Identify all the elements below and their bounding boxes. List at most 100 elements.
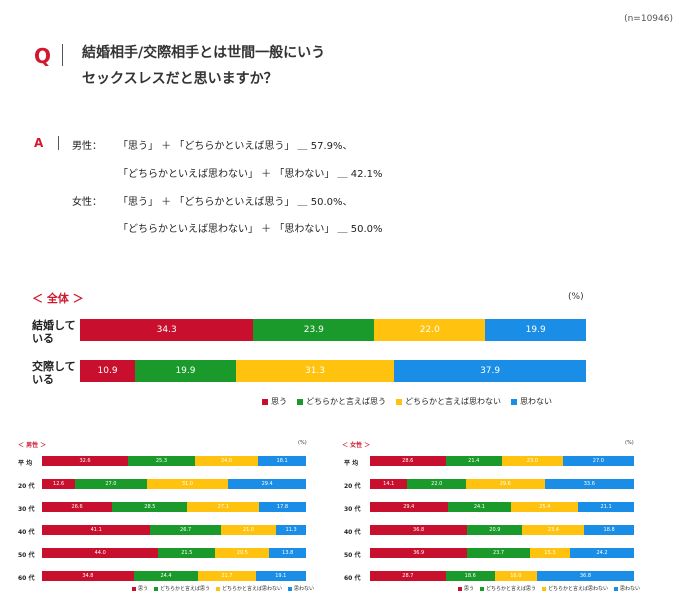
male-bar-segment: 13.8 bbox=[269, 548, 306, 558]
male-bar-segment: 11.3 bbox=[276, 525, 306, 535]
male-legend-label: 思わない bbox=[294, 586, 315, 592]
female-bar-segment: 18.8 bbox=[584, 525, 634, 535]
overall-legend-item: 思わない bbox=[511, 396, 552, 407]
male-chart-title: ＜ 男性 ＞ bbox=[18, 442, 47, 449]
male-legend-swatch bbox=[216, 586, 221, 591]
female-bar-segment: 23.7 bbox=[467, 548, 530, 558]
male-bar-segment: 21.5 bbox=[158, 548, 216, 558]
female-row-label: 20 代 bbox=[344, 483, 361, 490]
male-legend-item: 思わない bbox=[288, 585, 314, 592]
female-legend-label: どちらかと言えば思う bbox=[486, 586, 537, 592]
male-legend-item: どちらかと言えば思う bbox=[154, 585, 210, 592]
female-legend-item: 思う bbox=[458, 585, 474, 592]
male-legend-swatch bbox=[154, 586, 159, 591]
male-row-label: 30 代 bbox=[18, 506, 35, 513]
female-legend-label: 思う bbox=[464, 586, 475, 592]
female-label: 女性： bbox=[72, 197, 102, 208]
female-bar: 36.8 20.9 23.4 18.8 bbox=[370, 525, 634, 535]
male-bar-segment: 21.0 bbox=[220, 525, 277, 535]
female-bar-segment: 28.6 bbox=[370, 456, 446, 466]
female-bar-segment: 28.7 bbox=[370, 571, 446, 581]
male-bar-segment: 19.1 bbox=[255, 571, 306, 581]
question-mark: Q bbox=[34, 44, 52, 68]
female-row-label: 50 代 bbox=[344, 552, 361, 559]
male-bar-segment: 17.8 bbox=[258, 502, 306, 512]
female-bar-segment: 15.3 bbox=[529, 548, 571, 558]
female-legend-swatch bbox=[480, 586, 485, 591]
female-legend-swatch bbox=[542, 586, 547, 591]
female-row-label: 30 代 bbox=[344, 506, 361, 513]
overall-legend-swatch bbox=[396, 398, 402, 405]
male-bar: 26.6 28.5 27.1 17.8 bbox=[42, 502, 306, 512]
male-row-label: 40 代 bbox=[18, 529, 35, 536]
female-bar-segment: 29.6 bbox=[465, 479, 545, 489]
male-bar-segment: 28.5 bbox=[112, 502, 188, 512]
overall-legend-item: どちらかと言えば思う bbox=[297, 396, 386, 407]
female-legend-swatch bbox=[458, 586, 462, 591]
male-bar-segment: 27.0 bbox=[75, 479, 147, 489]
sample-size-label: (n=10946) bbox=[624, 14, 673, 24]
female-bar-segment: 36.9 bbox=[370, 548, 468, 558]
overall-legend-swatch bbox=[511, 398, 517, 405]
female-legend-item: 思わない bbox=[614, 585, 640, 592]
question-divider bbox=[62, 44, 63, 66]
overall-row-label-line: いる bbox=[32, 373, 54, 386]
answer-mark: A bbox=[34, 136, 44, 150]
male-label: 男性： bbox=[72, 141, 102, 152]
male-bar: 41.1 26.7 21.0 11.3 bbox=[42, 525, 306, 535]
female-chart-title: ＜ 女性 ＞ bbox=[342, 442, 371, 449]
female-bar: 29.4 24.1 25.4 21.1 bbox=[370, 502, 634, 512]
female-legend-label: どちらかと言えば思わない bbox=[548, 586, 609, 592]
male-legend-swatch bbox=[288, 586, 293, 591]
question-line-2: セックスレスだと思いますか？ bbox=[82, 71, 278, 87]
male-bar-segment: 24.0 bbox=[194, 456, 259, 466]
female-bar-segment: 23.0 bbox=[501, 456, 563, 466]
male-bar-segment: 24.4 bbox=[133, 571, 199, 581]
female-bar-segment: 33.6 bbox=[544, 479, 634, 489]
overall-chart-title: ＜ 全体 ＞ bbox=[32, 292, 84, 305]
male-bar: 34.8 24.4 21.7 19.1 bbox=[42, 571, 306, 581]
overall-chart-unit: (%) bbox=[568, 292, 584, 302]
female-bar-segment: 27.0 bbox=[562, 456, 634, 466]
female-bar: 28.6 21.4 23.0 27.0 bbox=[370, 456, 634, 466]
male-legend: 思う どちらかと言えば思う どちらかと言えば思わない 思わない bbox=[126, 585, 314, 592]
overall-legend-label: どちらかと言えば思う bbox=[306, 397, 386, 406]
male-row-label: 平 均 bbox=[18, 460, 33, 467]
male-legend-item: どちらかと言えば思わない bbox=[216, 585, 282, 592]
overall-bar-segment: 19.9 bbox=[135, 360, 236, 382]
male-row-label: 50 代 bbox=[18, 552, 35, 559]
female-answer-line-1: 「思う」 ＋ 「どちらかといえば思う」 ＿ 50.0%、 bbox=[118, 197, 353, 208]
male-bar-segment: 41.1 bbox=[42, 525, 151, 535]
female-bar-segment: 23.4 bbox=[522, 525, 585, 535]
male-bar-segment: 31.0 bbox=[146, 479, 229, 489]
overall-legend-label: 思う bbox=[271, 397, 287, 406]
overall-bar-segment: 31.3 bbox=[235, 360, 395, 382]
overall-row-label-line: 交際して bbox=[32, 360, 76, 373]
overall-legend-swatch bbox=[297, 398, 303, 405]
male-legend-swatch bbox=[132, 586, 136, 591]
female-bar-segment: 18.6 bbox=[445, 571, 495, 581]
male-bar-segment: 26.7 bbox=[150, 525, 221, 535]
overall-row-label: 交際して いる bbox=[32, 360, 76, 386]
overall-legend-label: どちらかと言えば思わない bbox=[405, 397, 501, 406]
overall-bar-segment: 10.9 bbox=[80, 360, 136, 382]
answer-divider bbox=[58, 136, 59, 150]
male-bar-segment: 25.3 bbox=[128, 456, 195, 466]
overall-bar-segment: 37.9 bbox=[394, 360, 586, 382]
overall-legend-label: 思わない bbox=[520, 397, 552, 406]
male-legend-item: 思う bbox=[132, 585, 148, 592]
female-legend: 思う どちらかと言えば思う どちらかと言えば思わない 思わない bbox=[452, 585, 640, 592]
male-bar-segment: 32.6 bbox=[42, 456, 129, 466]
overall-bar-segment: 23.9 bbox=[253, 319, 375, 341]
female-bar: 28.7 18.6 16.0 36.8 bbox=[370, 571, 634, 581]
female-bar-segment: 14.1 bbox=[370, 479, 408, 489]
male-bar-segment: 21.7 bbox=[198, 571, 256, 581]
male-bar-segment: 27.1 bbox=[187, 502, 259, 512]
male-answer-line-2: 「どちらかといえば思わない」 ＋ 「思わない」 ＿ 42.1% bbox=[118, 169, 383, 180]
female-legend-swatch bbox=[614, 586, 619, 591]
female-bar-segment: 20.9 bbox=[467, 525, 523, 535]
overall-legend-item: どちらかと言えば思わない bbox=[396, 396, 501, 407]
female-bar-segment: 16.0 bbox=[494, 571, 537, 581]
male-bar: 44.0 21.5 20.5 13.8 bbox=[42, 548, 306, 558]
female-row-label: 平 均 bbox=[344, 460, 359, 467]
